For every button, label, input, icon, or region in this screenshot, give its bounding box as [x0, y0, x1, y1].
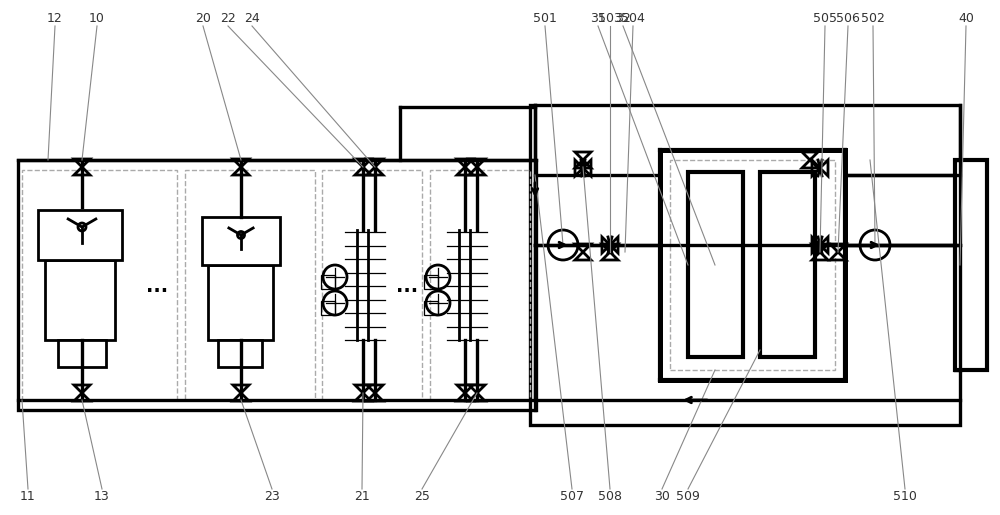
Bar — [45, 260, 115, 340]
Bar — [18, 160, 536, 410]
Text: ...: ... — [396, 278, 418, 297]
Text: 23: 23 — [264, 490, 280, 504]
Bar — [424, 301, 438, 315]
Bar — [38, 210, 122, 260]
Text: 12: 12 — [47, 11, 63, 25]
Text: 13: 13 — [94, 490, 110, 504]
Text: 25: 25 — [414, 490, 430, 504]
Text: 508: 508 — [598, 490, 622, 504]
Bar — [955, 160, 987, 370]
Text: 40: 40 — [958, 11, 974, 25]
Bar — [321, 275, 335, 289]
Bar — [688, 172, 743, 357]
Bar — [530, 105, 960, 425]
Text: 10: 10 — [89, 11, 105, 25]
Text: 510: 510 — [893, 490, 917, 504]
Text: 11: 11 — [20, 490, 36, 504]
Text: 505: 505 — [813, 11, 837, 25]
Text: 509: 509 — [676, 490, 700, 504]
Text: 503: 503 — [598, 11, 622, 25]
Text: 31: 31 — [590, 11, 606, 25]
Text: 24: 24 — [244, 11, 260, 25]
Text: 30: 30 — [654, 490, 670, 504]
Bar — [760, 172, 815, 357]
Text: 501: 501 — [533, 11, 557, 25]
Bar — [58, 340, 106, 367]
Text: 506: 506 — [836, 11, 860, 25]
Bar — [660, 150, 845, 380]
Bar — [202, 217, 280, 265]
Text: 507: 507 — [560, 490, 584, 504]
Circle shape — [78, 223, 86, 231]
Text: 32: 32 — [615, 11, 631, 25]
Bar — [424, 275, 438, 289]
Bar — [208, 265, 273, 340]
Bar — [218, 340, 262, 367]
Text: 502: 502 — [861, 11, 885, 25]
Bar — [321, 301, 335, 315]
Text: ...: ... — [146, 278, 168, 297]
Text: 504: 504 — [621, 11, 645, 25]
Text: 20: 20 — [195, 11, 211, 25]
Text: 21: 21 — [354, 490, 370, 504]
Circle shape — [238, 232, 244, 238]
Text: 22: 22 — [220, 11, 236, 25]
